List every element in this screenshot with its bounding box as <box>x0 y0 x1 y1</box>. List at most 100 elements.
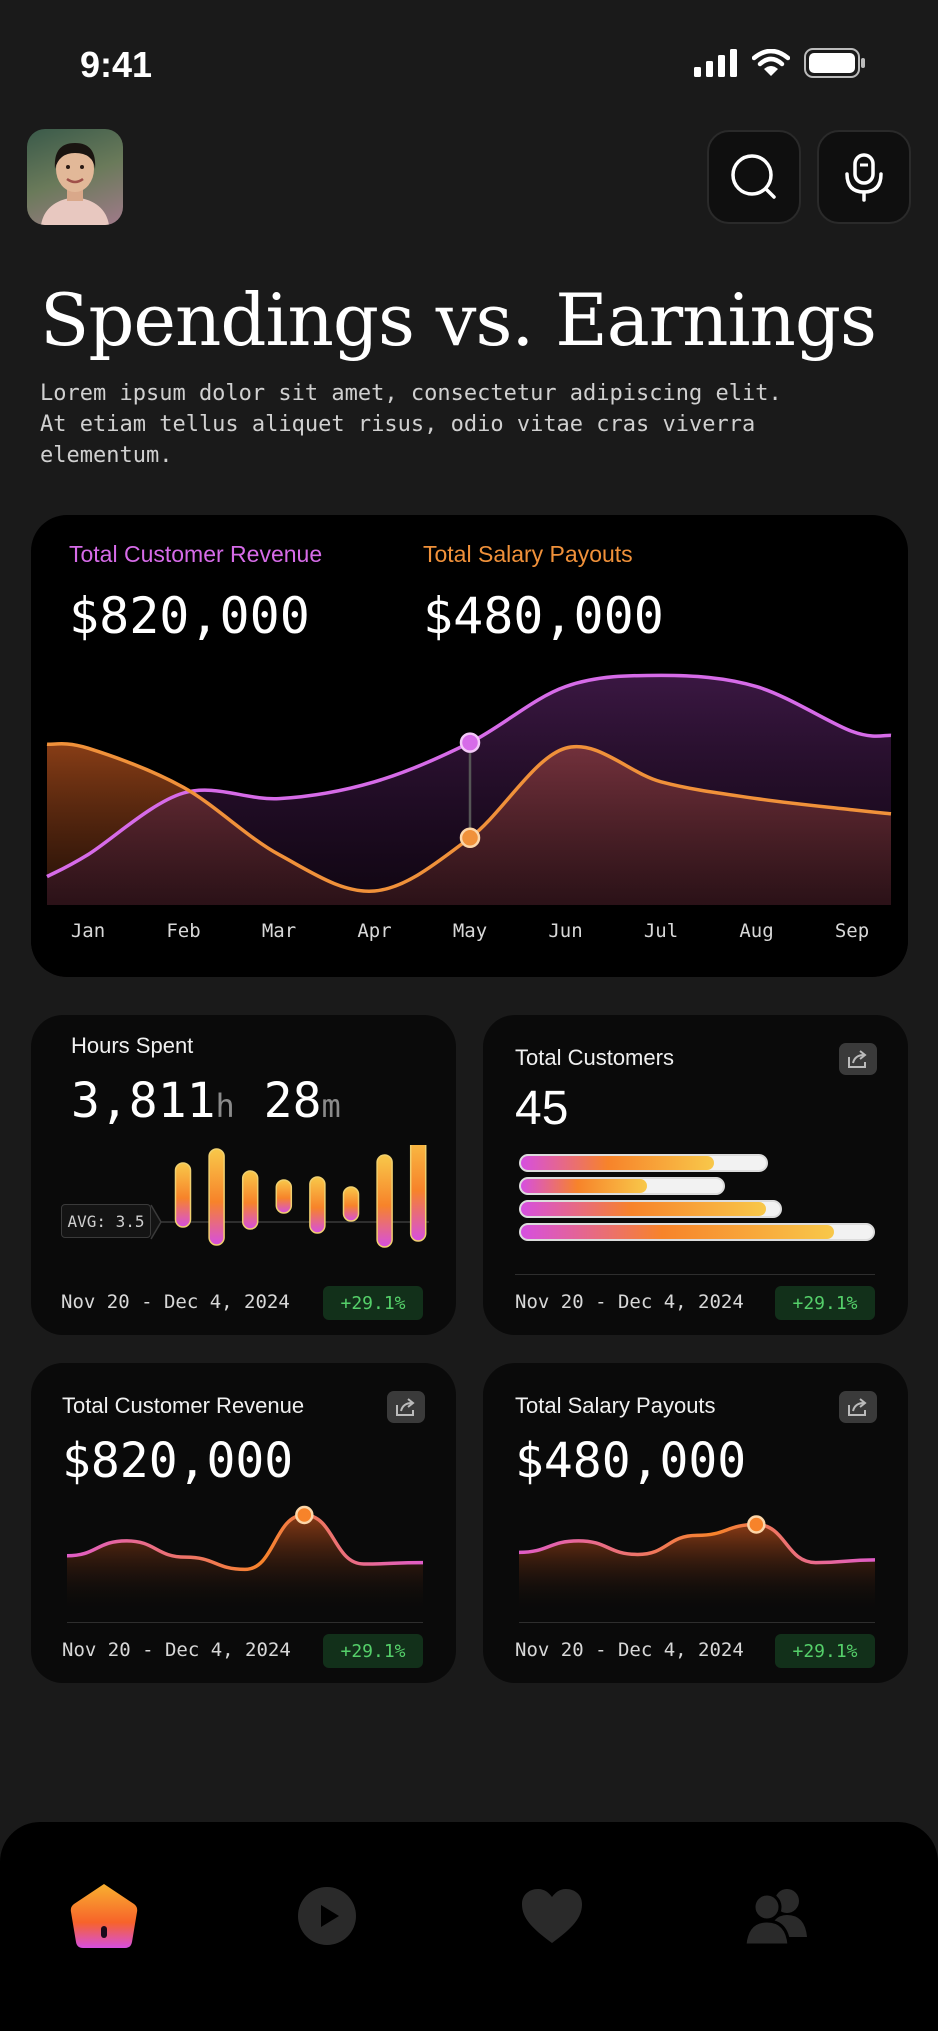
home-icon <box>70 1884 138 1948</box>
wifi-icon <box>752 49 790 76</box>
hours-unit: h <box>215 1087 235 1125</box>
battery-icon <box>804 48 865 78</box>
minutes-number: 28 <box>263 1073 322 1129</box>
hours-bar[interactable] <box>275 1179 293 1214</box>
spendings-earnings-chart-card: Total Customer Revenue $820,000 Total Sa… <box>31 515 908 977</box>
microphone-button[interactable] <box>817 130 911 224</box>
total-customers-card: Total Customers 45 Nov 20 - Dec 4, 2024 … <box>483 1015 908 1335</box>
hours-bar[interactable] <box>309 1176 326 1234</box>
customers-share-button[interactable] <box>839 1043 877 1075</box>
hours-bar[interactable] <box>376 1154 393 1248</box>
microphone-icon <box>845 153 883 202</box>
payout-card-title: Total Salary Payouts <box>515 1393 716 1418</box>
hours-bar[interactable] <box>241 1170 259 1230</box>
page-title: Spendings vs. Earnings <box>40 278 877 362</box>
minutes-unit: m <box>321 1087 341 1125</box>
page-description: Lorem ipsum dolor sit amet, consectetur … <box>40 381 782 468</box>
payout-spark-area <box>519 1524 875 1613</box>
payout-date-range: Nov 20 - Dec 4, 2024 <box>515 1639 744 1661</box>
payout-spark-point[interactable] <box>747 1515 766 1534</box>
customers-value: 45 <box>515 1082 569 1135</box>
payout-spark-line <box>518 1522 876 1565</box>
hours-bar-chart[interactable] <box>31 1145 456 1295</box>
hours-number: 3,811 <box>71 1073 216 1129</box>
nav-users[interactable] <box>736 1876 816 1956</box>
users-icon <box>743 1889 807 1947</box>
payout-change-badge: +29.1% <box>775 1634 875 1668</box>
search-icon <box>731 154 776 199</box>
status-bar: 9:41 <box>0 0 938 130</box>
hours-bar[interactable] <box>174 1162 192 1228</box>
hours-value: 3,811h 28m <box>71 1073 341 1129</box>
play-icon <box>298 1887 356 1945</box>
revenue-change-badge: +29.1% <box>323 1634 423 1668</box>
hours-bar[interactable] <box>409 1145 427 1242</box>
revenue-spark-point[interactable] <box>295 1505 314 1525</box>
revenue-share-button[interactable] <box>387 1391 425 1423</box>
nav-play[interactable] <box>287 1876 367 1956</box>
user-photo-icon <box>41 143 109 225</box>
revenue-date-range: Nov 20 - Dec 4, 2024 <box>62 1639 291 1661</box>
revenue-value: $820,000 <box>69 587 310 645</box>
customers-bar-fill <box>521 1202 767 1216</box>
hours-date-range: Nov 20 - Dec 4, 2024 <box>61 1291 290 1313</box>
revenue-card: Total Customer Revenue $820,000 Nov 20 -… <box>31 1363 456 1683</box>
customers-change-badge: +29.1% <box>775 1286 875 1320</box>
hours-card-title: Hours Spent <box>71 1033 194 1058</box>
signal-icon <box>694 49 737 77</box>
month-label: Apr <box>357 920 392 942</box>
payout-point[interactable] <box>459 827 481 849</box>
payout-share-button[interactable] <box>839 1391 877 1423</box>
area-chart[interactable] <box>31 515 908 977</box>
share-icon <box>396 1398 415 1416</box>
revenue-sparkline[interactable] <box>31 1503 456 1623</box>
hours-change-badge: +29.1% <box>323 1286 423 1320</box>
heart-icon <box>522 1889 582 1943</box>
customers-card-title: Total Customers <box>515 1045 674 1070</box>
bottom-nav <box>0 1822 938 2031</box>
status-icons <box>694 48 866 78</box>
customers-bar[interactable] <box>519 1177 726 1195</box>
month-label: Jan <box>70 920 106 942</box>
avatar[interactable] <box>27 129 123 225</box>
customers-divider <box>515 1274 875 1275</box>
payout-sparkline[interactable] <box>483 1503 908 1623</box>
avg-tag: AVG: 3.5 <box>61 1204 151 1238</box>
customers-bar-fill <box>521 1156 714 1170</box>
month-label: Sep <box>834 920 870 942</box>
month-label: Jun <box>548 920 583 942</box>
customers-bar-fill <box>521 1179 647 1193</box>
revenue-card-title: Total Customer Revenue <box>62 1393 305 1418</box>
month-label: Jul <box>643 920 679 942</box>
share-icon <box>848 1050 867 1068</box>
customers-date-range: Nov 20 - Dec 4, 2024 <box>515 1291 744 1313</box>
customers-bar[interactable] <box>519 1223 875 1241</box>
nav-favorites[interactable] <box>512 1876 592 1956</box>
revenue-card-value: $820,000 <box>62 1433 294 1489</box>
chart-floor <box>31 905 908 977</box>
payout-label: Total Salary Payouts <box>423 541 633 567</box>
customers-bar[interactable] <box>519 1200 783 1218</box>
payout-divider <box>519 1622 875 1623</box>
revenue-spark-line <box>66 1513 424 1572</box>
search-button[interactable] <box>707 130 801 224</box>
month-label: Feb <box>166 920 201 942</box>
nav-home[interactable] <box>64 1876 144 1956</box>
payout-card-value: $480,000 <box>515 1433 747 1489</box>
hours-bar[interactable] <box>342 1186 360 1222</box>
month-label: May <box>452 920 488 942</box>
hours-spent-card: Hours Spent 3,811h 28m AVG: 3.5 Nov 20 -… <box>31 1015 456 1335</box>
hours-bar[interactable] <box>208 1148 225 1246</box>
revenue-divider <box>67 1622 423 1623</box>
revenue-point[interactable] <box>459 732 481 753</box>
customers-bar-fill <box>521 1225 835 1239</box>
month-label: Aug <box>739 920 774 942</box>
payout-value: $480,000 <box>423 587 664 645</box>
month-label: Mar <box>261 920 297 942</box>
payout-card: Total Salary Payouts $480,000 Nov 20 - D… <box>483 1363 908 1683</box>
status-time: 9:41 <box>80 44 153 85</box>
share-icon <box>848 1398 867 1416</box>
customers-bar[interactable] <box>519 1154 769 1172</box>
revenue-label: Total Customer Revenue <box>69 541 323 567</box>
avg-tag-pointer <box>150 1204 162 1240</box>
